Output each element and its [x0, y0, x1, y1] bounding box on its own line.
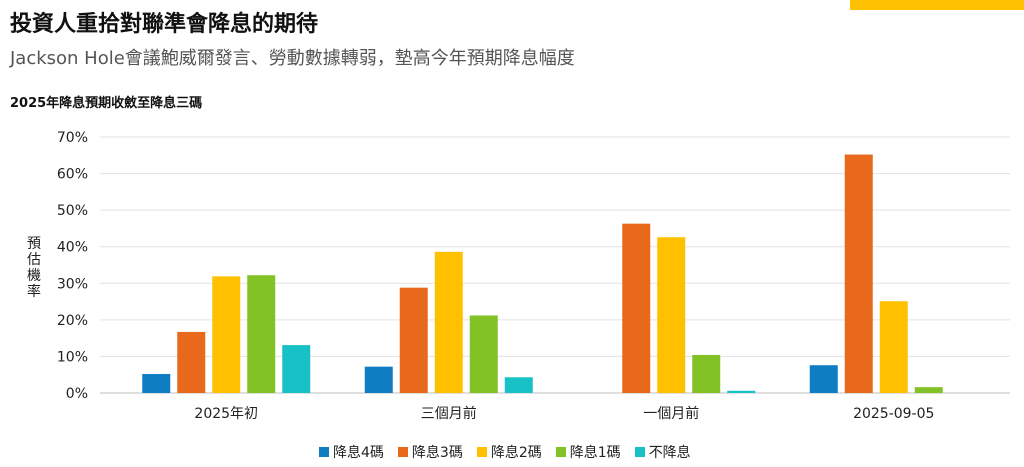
legend-swatch [319, 447, 329, 457]
y-tick-label: 20% [57, 313, 88, 329]
legend-item: 降息4碼 [319, 442, 384, 462]
bar-降息4碼-三個月前 [364, 366, 393, 393]
chart-legend: 降息4碼 降息3碼 降息2碼 降息1碼 不降息 [319, 442, 691, 462]
bar-降息1碼-三個月前 [469, 315, 498, 393]
bar-降息3碼-2025年初 [177, 331, 206, 393]
y-tick-label: 50% [57, 203, 88, 219]
y-axis-label: 預估機率 [27, 236, 41, 300]
legend-swatch [555, 447, 566, 457]
x-tick-label: 一個月前 [643, 405, 699, 422]
legend-label: 降息3碼 [411, 445, 463, 461]
legend-label: 降息2碼 [490, 445, 542, 461]
bar-降息2碼-2025年初 [212, 276, 241, 393]
legend-label: 降息1碼 [569, 445, 621, 461]
bar-不降息-2025年初 [282, 345, 311, 393]
legend-swatch [634, 447, 645, 457]
accent-bar [850, 0, 1024, 10]
bar-降息2碼-一個月前 [657, 237, 686, 393]
x-tick-label: 2025-09-05 [853, 406, 934, 422]
x-tick-label: 2025年初 [194, 405, 258, 422]
y-tick-label: 60% [57, 167, 88, 183]
bar-降息1碼-一個月前 [692, 354, 721, 393]
bar-降息3碼-三個月前 [399, 287, 428, 393]
legend-item: 降息3碼 [397, 442, 463, 462]
y-tick-label: 70% [57, 130, 88, 146]
bar-降息4碼-2025-09-05 [809, 365, 838, 393]
bar-降息1碼-2025年初 [247, 275, 276, 393]
bar-降息2碼-2025-09-05 [879, 301, 908, 393]
bar-不降息-一個月前 [727, 390, 756, 393]
y-tick-label: 30% [57, 276, 88, 292]
legend-swatch [476, 447, 487, 457]
page-title: 投資人重拾對聯準會降息的期待 [10, 12, 319, 37]
legend-item: 不降息 [634, 442, 691, 462]
x-tick-label: 三個月前 [421, 405, 477, 422]
y-tick-label: 0% [66, 386, 88, 402]
y-tick-label: 10% [57, 349, 88, 365]
bar-降息1碼-2025-09-05 [914, 387, 943, 393]
legend-swatch [397, 447, 408, 457]
chart-title: 2025年降息預期收斂至降息三碼 [10, 96, 203, 111]
bar-降息4碼-2025年初 [142, 373, 171, 393]
legend-item: 降息1碼 [555, 442, 621, 462]
bar-降息3碼-2025-09-05 [844, 154, 873, 393]
legend-label: 不降息 [648, 445, 691, 461]
legend-label: 降息4碼 [333, 445, 384, 461]
bar-降息3碼-一個月前 [622, 223, 651, 393]
y-tick-label: 40% [57, 240, 88, 256]
page-subtitle: Jackson Hole會議鮑威爾發言、勞動數據轉弱，墊高今年預期降息幅度 [10, 48, 575, 69]
bar-不降息-三個月前 [504, 377, 533, 393]
bar-降息2碼-三個月前 [434, 251, 463, 393]
legend-item: 降息2碼 [476, 442, 542, 462]
